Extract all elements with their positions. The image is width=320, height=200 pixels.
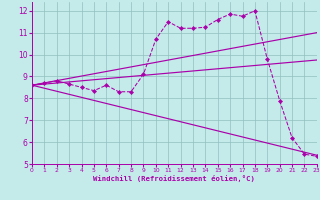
X-axis label: Windchill (Refroidissement éolien,°C): Windchill (Refroidissement éolien,°C) [93,175,255,182]
